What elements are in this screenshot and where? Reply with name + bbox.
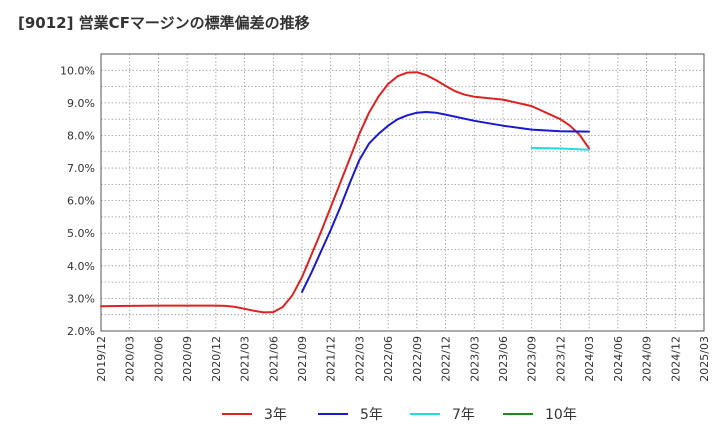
x-tick-label: 2024/12 [669,336,682,382]
x-tick-label: 2022/09 [411,336,424,382]
x-tick-label: 2021/09 [296,336,309,382]
series-line-0 [100,71,591,314]
x-tick-label: 2020/09 [181,336,194,382]
x-tick-label: 2023/09 [526,336,539,382]
legend-label-3: 10年 [545,407,577,423]
x-tick-label: 2024/06 [612,336,625,382]
y-tick-label: 8.0% [67,129,95,142]
x-tick-label: 2023/03 [468,336,481,382]
legend-label-2: 7年 [452,407,475,423]
series-line-1 [301,111,591,293]
chart-title: [9012] 営業CFマージンの標準偏差の推移 [18,14,310,32]
x-tick-label: 2022/06 [382,336,395,382]
x-tick-label: 2020/06 [152,336,165,382]
y-tick-label: 9.0% [67,97,95,110]
x-tick-label: 2022/03 [353,336,366,382]
legend: 3年 5年 7年 10年 [222,407,577,423]
y-tick-label: 3.0% [67,292,95,305]
series-lines [100,71,591,314]
series-line-2 [530,146,591,151]
y-tick-label: 5.0% [67,227,95,240]
x-axis-ticks: 2019/12 2020/03 2020/06 2020/09 2020/12 2021/… [95,336,711,382]
x-tick-label: 2023/06 [497,336,510,382]
y-tick-label: 6.0% [67,195,95,208]
x-tick-label: 2019/12 [95,336,108,382]
y-tick-label: 10.0% [60,64,95,77]
x-tick-label: 2024/09 [641,336,654,382]
legend-label-1: 5年 [360,407,383,423]
y-tick-label: 2.0% [67,325,95,338]
x-tick-label: 2022/12 [440,336,453,382]
plot-frame [100,53,705,332]
grid [101,54,704,331]
y-tick-label: 7.0% [67,162,95,175]
y-axis-ticks: 2.0% 3.0% 4.0% 5.0% 6.0% 7.0% 8.0% 9.0% 10.0% [60,64,95,338]
legend-label-0: 3年 [264,407,287,423]
x-tick-label: 2021/12 [325,336,338,382]
x-tick-label: 2021/03 [239,336,252,382]
y-tick-label: 4.0% [67,260,95,273]
x-tick-label: 2023/12 [554,336,567,382]
x-tick-label: 2021/06 [267,336,280,382]
x-tick-label: 2020/03 [124,336,137,382]
x-tick-label: 2024/03 [583,336,596,382]
x-tick-label: 2020/12 [210,336,223,382]
x-tick-label: 2025/03 [698,336,711,382]
